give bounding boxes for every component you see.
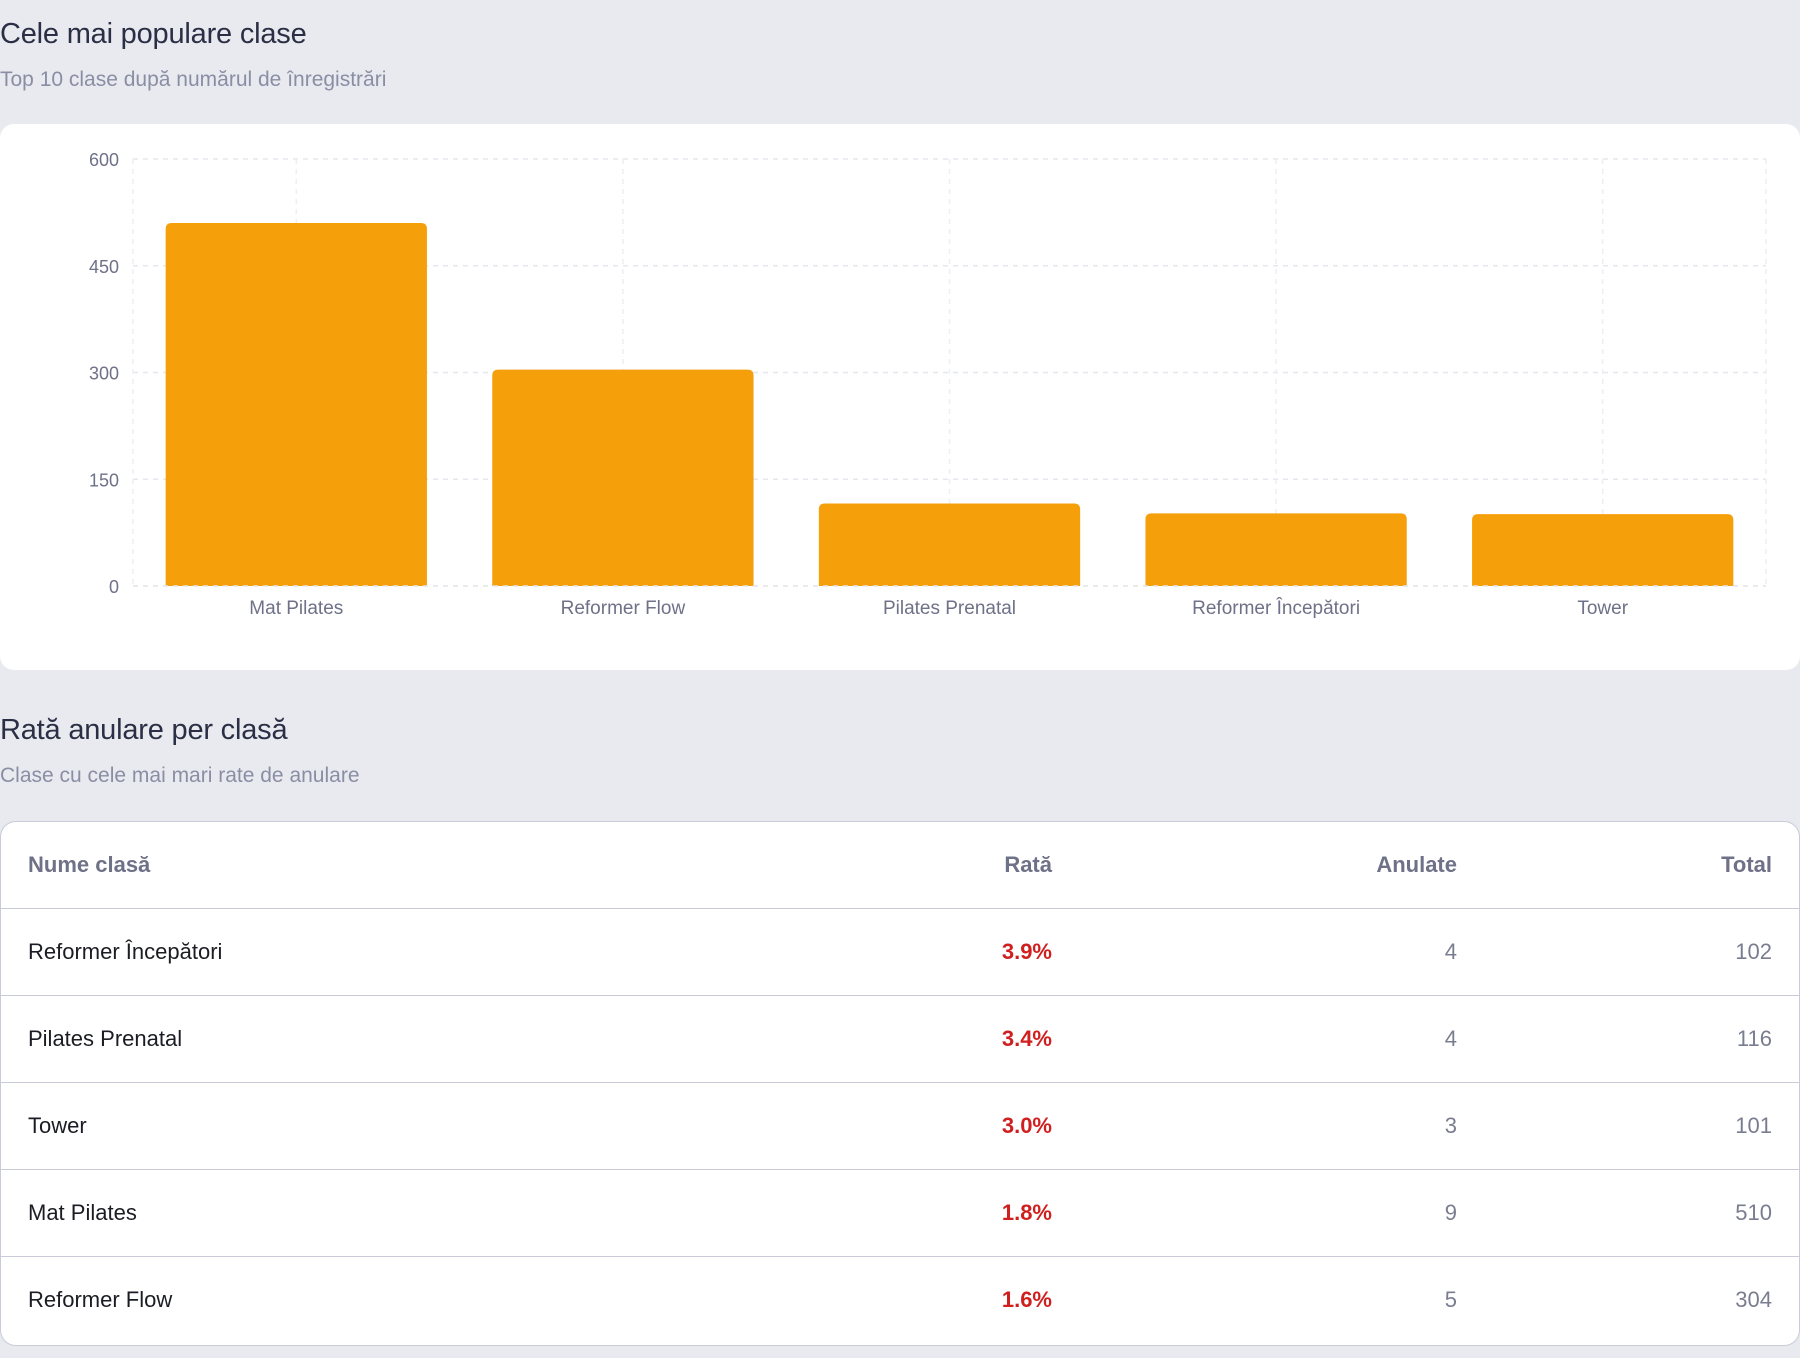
table-row: Tower 3.0% 3 101	[1, 1082, 1799, 1170]
total-cell: 510	[1484, 1169, 1799, 1257]
popular-classes-chart-card: 0 150 300 450 600 Mat Pilates Reformer Flow Pil…	[0, 124, 1800, 670]
x-tick-label: Mat Pilates	[249, 598, 343, 619]
y-tick-label: 600	[89, 150, 119, 170]
x-tick-label: Tower	[1577, 598, 1628, 619]
bar-tower	[1472, 514, 1734, 586]
bar-pilates-prenatal	[818, 503, 1081, 586]
cancelled-cell: 4	[1079, 995, 1484, 1083]
bar-mat-pilates	[165, 223, 427, 587]
table-header-row: Nume clasă Rată Anulate Total	[1, 822, 1799, 909]
class-name-cell: Tower	[1, 1082, 431, 1170]
table-row: Reformer Începători 3.9% 4 102	[1, 908, 1799, 996]
total-cell: 116	[1484, 995, 1799, 1083]
class-name-cell: Pilates Prenatal	[1, 995, 431, 1083]
total-cell: 102	[1484, 908, 1799, 996]
rate-cell: 3.0%	[431, 1082, 1079, 1170]
cancelled-cell: 3	[1079, 1082, 1484, 1170]
table-row: Pilates Prenatal 3.4% 4 116	[1, 995, 1799, 1083]
y-tick-label: 0	[109, 577, 119, 597]
cancelled-cell: 4	[1079, 908, 1484, 996]
column-header-cancelled[interactable]: Anulate	[1079, 822, 1484, 909]
y-tick-label: 150	[89, 470, 119, 490]
cancellation-rate-title: Rată anulare per clasă	[0, 714, 288, 746]
class-name-cell: Mat Pilates	[1, 1169, 431, 1257]
cancellation-table: Nume clasă Rată Anulate Total Reformer Î…	[1, 822, 1799, 1343]
bar-reformer-începători	[1145, 513, 1407, 586]
popular-classes-bar-chart: 0 150 300 450 600 Mat Pilates Reformer Flow Pil…	[89, 150, 1767, 619]
class-name-cell: Reformer Flow	[28, 1287, 173, 1312]
x-tick-label: Pilates Prenatal	[883, 598, 1016, 619]
y-tick-label: 450	[89, 257, 119, 277]
popular-classes-subtitle: Top 10 clase după numărul de înregistrăr…	[0, 68, 387, 91]
y-tick-label: 300	[89, 364, 119, 384]
cancelled-cell: 9	[1079, 1169, 1484, 1257]
column-header-total[interactable]: Total	[1484, 822, 1799, 909]
bar-reformer-flow	[492, 369, 754, 586]
rate-cell: 1.6%	[1001, 1287, 1052, 1312]
rate-cell: 1.8%	[431, 1169, 1079, 1257]
total-cell: 304	[1735, 1287, 1772, 1312]
class-name-cell: Reformer Începători	[1, 908, 431, 996]
cancellation-table-card: Nume clasă Rată Anulate Total Reformer Î…	[0, 821, 1800, 1346]
rate-cell: 3.4%	[431, 995, 1079, 1083]
table-row: Mat Pilates 1.8% 9 510	[1, 1169, 1799, 1257]
cancellation-rate-subtitle: Clase cu cele mai mari rate de anulare	[0, 764, 360, 787]
rate-cell: 3.9%	[431, 908, 1079, 996]
column-header-name[interactable]: Nume clasă	[1, 822, 431, 909]
total-cell: 101	[1484, 1082, 1799, 1170]
cancelled-cell: 5	[1444, 1287, 1457, 1312]
column-header-rate[interactable]: Rată	[431, 822, 1079, 909]
x-tick-label: Reformer Începători	[1192, 597, 1360, 619]
x-tick-label: Reformer Flow	[561, 598, 686, 619]
table-row: Reformer Flow 1.6% 5 304	[1, 1257, 1799, 1344]
popular-classes-title: Cele mai populare clase	[0, 18, 307, 50]
